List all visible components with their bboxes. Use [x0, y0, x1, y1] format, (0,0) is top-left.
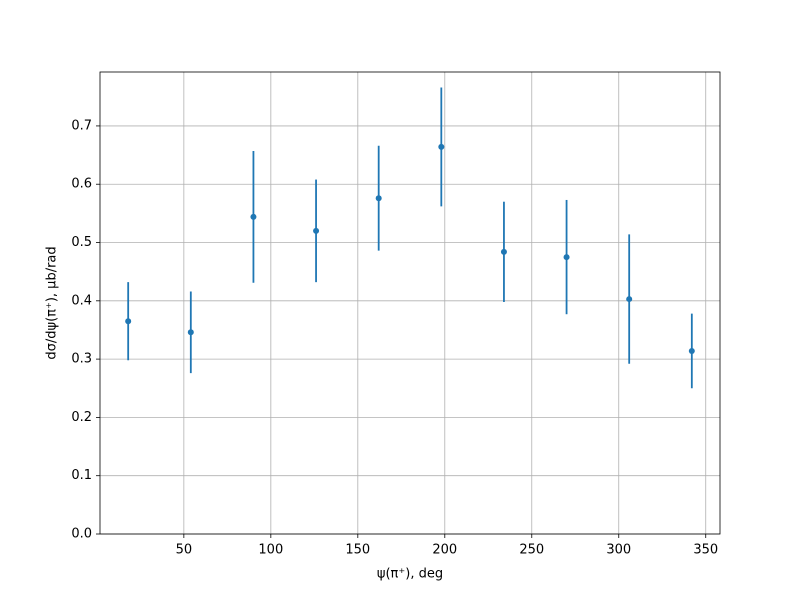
x-tick-label: 200 [432, 543, 457, 558]
x-tick-label: 350 [693, 543, 718, 558]
x-tick-label: 100 [258, 543, 283, 558]
data-point [375, 195, 382, 202]
y-tick-label: 0.4 [71, 293, 92, 308]
data-point [438, 143, 445, 150]
y-tick-label: 0.5 [71, 235, 92, 250]
data-point [313, 227, 320, 234]
data-point [500, 248, 507, 255]
x-axis-label: ψ(π⁺), deg [377, 567, 443, 582]
grid-layer [100, 72, 720, 535]
y-tick-label: 0.2 [71, 410, 92, 425]
y-axis-label: dσ/dψ(π⁺), μb/rad [45, 246, 60, 359]
x-tick-label: 300 [606, 543, 631, 558]
y-tick-label: 0.6 [71, 177, 92, 192]
y-tick-label: 0.7 [71, 118, 92, 133]
x-tick-label: 150 [345, 543, 370, 558]
y-tick-label: 0.3 [71, 352, 92, 367]
data-point [563, 254, 570, 261]
data-point [187, 329, 194, 336]
data-point [626, 296, 633, 303]
x-tick-label: 50 [176, 543, 193, 558]
x-tick-label: 250 [519, 543, 544, 558]
y-tick-label: 0.1 [71, 468, 92, 483]
data-point [125, 318, 132, 325]
data-point [250, 213, 257, 220]
y-tick-label: 0.0 [71, 527, 92, 542]
data-point [688, 347, 695, 354]
plot-frame [99, 71, 721, 535]
